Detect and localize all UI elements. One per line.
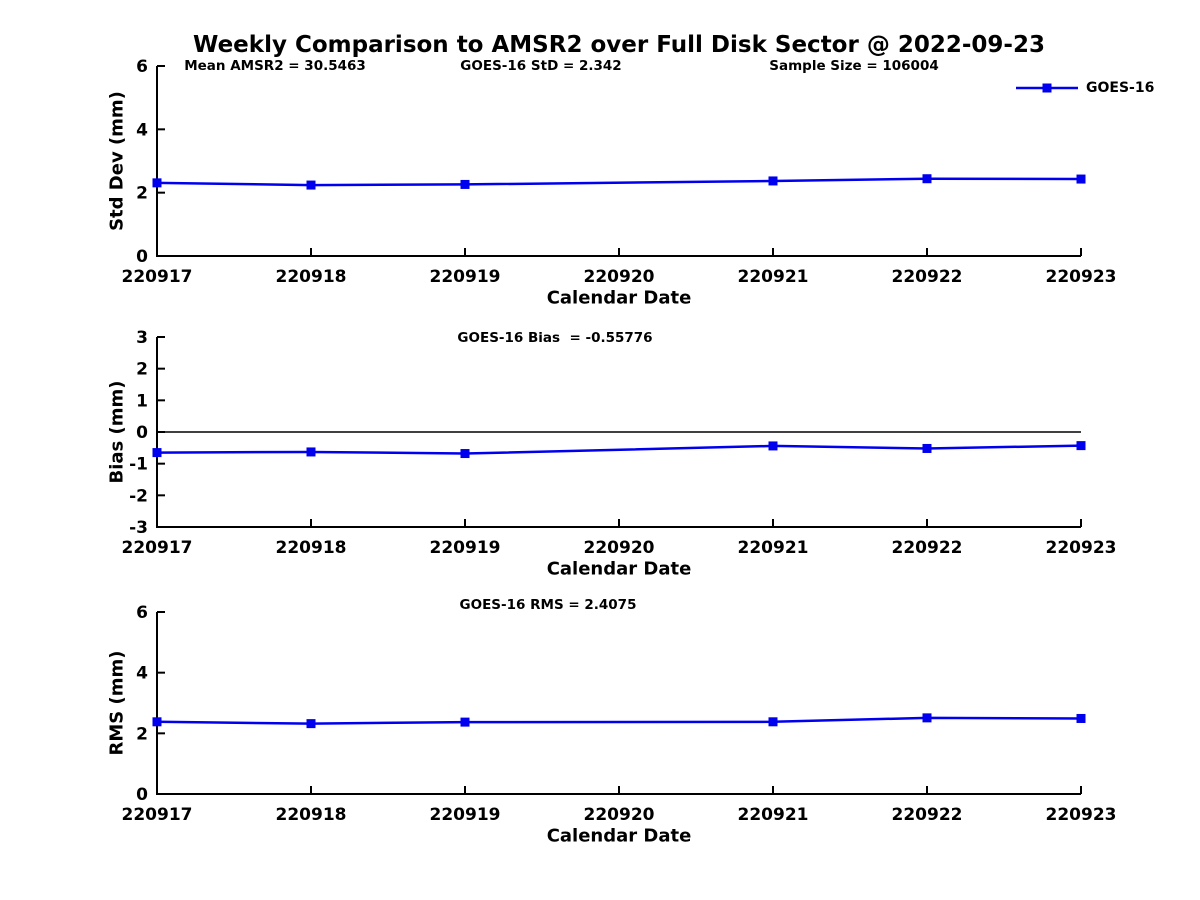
annotation-goes16-bias: GOES-16 Bias = -0.55776 xyxy=(457,330,653,346)
series-marker xyxy=(306,447,316,457)
x-tick-label: 220922 xyxy=(892,805,963,825)
y-tick-label: 1 xyxy=(136,391,148,411)
series-line-goes16 xyxy=(156,444,1082,455)
subplot-std-dev: 220917 220918 220919 220920 220921 220922 2209… xyxy=(122,57,1117,287)
y-tick-label: 0 xyxy=(136,785,148,805)
annotation-sample-size: Sample Size = 106004 xyxy=(769,58,939,74)
series-marker xyxy=(768,717,778,727)
y-tick-label: 4 xyxy=(136,120,148,140)
series-marker xyxy=(922,174,932,184)
series-marker xyxy=(1076,174,1086,184)
x-tick-label: 220922 xyxy=(892,267,963,287)
annotation-goes16-rms: GOES-16 RMS = 2.4075 xyxy=(459,597,637,613)
y-tick-label: -1 xyxy=(129,455,148,475)
x-tick-label: 220918 xyxy=(276,538,347,558)
x-tick-label: 220920 xyxy=(584,267,655,287)
x-tick-label: 220920 xyxy=(584,538,655,558)
y-tick-label: -2 xyxy=(129,486,148,506)
subplot-rms: 220917 220918 220919 220920 220921 220922 2209… xyxy=(122,603,1117,825)
x-tick-label: 220919 xyxy=(430,805,501,825)
series-marker xyxy=(460,717,470,727)
annotation-mean-amsr2: Mean AMSR2 = 30.5463 xyxy=(184,58,366,74)
x-tick-label: 220923 xyxy=(1046,538,1117,558)
series-marker xyxy=(1076,713,1086,723)
legend-square-marker-icon xyxy=(1042,83,1052,93)
x-tick-label: 220918 xyxy=(276,267,347,287)
series-marker xyxy=(1076,441,1086,451)
y-tick-label: 2 xyxy=(136,360,148,380)
series-marker xyxy=(306,719,316,729)
x-tick-label: 220918 xyxy=(276,805,347,825)
legend-label: GOES-16 xyxy=(1086,80,1155,96)
series-marker xyxy=(768,441,778,451)
x-tick-label: 220919 xyxy=(430,267,501,287)
series-marker xyxy=(152,178,162,188)
series-marker xyxy=(922,713,932,723)
x-tick-label: 220917 xyxy=(122,805,193,825)
y-tick-label: 2 xyxy=(136,724,148,744)
series-marker xyxy=(922,443,932,453)
x-tick-label: 220922 xyxy=(892,538,963,558)
x-tick-label: 220923 xyxy=(1046,805,1117,825)
figure-title: Weekly Comparison to AMSR2 over Full Dis… xyxy=(193,32,1045,58)
y-tick-label: 3 xyxy=(136,328,148,348)
legend: GOES-16 xyxy=(1016,80,1154,96)
y-tick-label: 6 xyxy=(136,603,148,623)
x-tick-label: 220919 xyxy=(430,538,501,558)
x-tick-label: 220921 xyxy=(738,805,809,825)
x-tick-label: 220920 xyxy=(584,805,655,825)
series-marker xyxy=(152,448,162,458)
xlabel-bias: Calendar Date xyxy=(546,558,692,580)
series-marker xyxy=(152,717,162,727)
series-line-goes16 xyxy=(156,716,1082,725)
y-tick-label: -3 xyxy=(129,518,148,538)
series-marker xyxy=(306,180,316,190)
x-tick-label: 220917 xyxy=(122,267,193,287)
y-tick-label: 4 xyxy=(136,664,148,684)
series-marker xyxy=(768,176,778,186)
series-line-goes16 xyxy=(156,177,1082,187)
xlabel-std-dev: Calendar Date xyxy=(546,287,692,309)
annotation-goes16-std: GOES-16 StD = 2.342 xyxy=(460,58,622,74)
y-tick-label: 2 xyxy=(136,184,148,204)
series-marker xyxy=(460,449,470,459)
x-tick-label: 220921 xyxy=(738,538,809,558)
xlabel-rms: Calendar Date xyxy=(546,825,692,847)
x-tick-label: 220917 xyxy=(122,538,193,558)
y-tick-label: 6 xyxy=(136,57,148,77)
x-tick-label: 220921 xyxy=(738,267,809,287)
series-marker xyxy=(460,179,470,189)
y-tick-label: 0 xyxy=(136,247,148,267)
legend-line-sample xyxy=(1016,83,1078,93)
y-tick-label: 0 xyxy=(136,423,148,443)
subplot-bias: 220917 220918 220919 220920 220921 220922 2209… xyxy=(122,328,1117,558)
x-tick-label: 220923 xyxy=(1046,267,1117,287)
